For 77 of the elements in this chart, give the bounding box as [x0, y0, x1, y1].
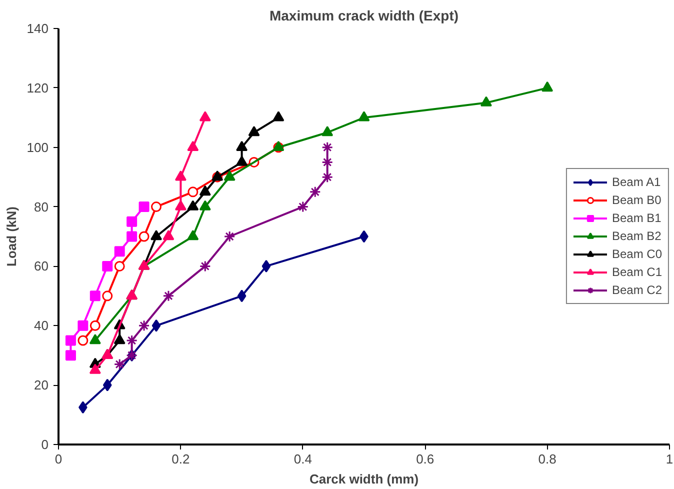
point: [138, 231, 150, 242]
point: [174, 170, 186, 181]
point: [126, 231, 138, 242]
legend-label: Beam B1: [612, 211, 662, 225]
point: [224, 170, 236, 181]
legend-label: Beam C1: [612, 265, 662, 279]
point: [297, 201, 309, 213]
point: [262, 260, 271, 272]
legend-label: Beam B0: [612, 193, 662, 207]
legend-label: Beam B2: [612, 229, 662, 243]
legend-label: Beam C0: [612, 247, 662, 261]
y-tick-label: 0: [41, 437, 49, 452]
point: [162, 290, 174, 302]
chart-title: Maximum crack width (Expt): [269, 8, 459, 24]
point: [309, 186, 321, 198]
x-tick-label: 0.2: [172, 452, 190, 466]
point: [187, 140, 199, 151]
point: [89, 364, 101, 374]
y-tick-label: 100: [26, 140, 49, 155]
point: [90, 290, 100, 302]
y-axis-title: Load (kN): [4, 206, 19, 266]
point: [236, 140, 248, 151]
point: [78, 335, 88, 346]
x-tick-label: 0.4: [294, 452, 312, 466]
y-tick-label: 60: [34, 258, 49, 274]
point: [138, 320, 150, 332]
point: [102, 260, 113, 272]
point: [322, 171, 334, 183]
y-tick-label: 20: [34, 378, 49, 393]
point: [237, 290, 246, 302]
x-axis-title: Carck width (mm): [309, 472, 419, 486]
point: [322, 142, 334, 154]
point: [187, 230, 199, 240]
point: [114, 358, 126, 370]
point: [102, 290, 113, 302]
point: [151, 202, 162, 212]
point: [358, 111, 370, 122]
point: [89, 334, 101, 344]
point: [126, 216, 138, 227]
point: [322, 126, 334, 136]
point: [65, 350, 76, 361]
x-tick-label: 0.6: [416, 452, 434, 466]
point: [65, 335, 76, 346]
point: [114, 246, 125, 257]
point: [138, 202, 150, 212]
point: [322, 156, 334, 168]
point: [248, 126, 260, 136]
point: [152, 319, 161, 332]
point: [199, 185, 211, 196]
y-tick-label: 120: [26, 80, 49, 96]
point: [114, 334, 126, 344]
legend-label: Beam A1: [612, 175, 661, 189]
point: [174, 200, 186, 210]
point: [236, 156, 248, 166]
x-tick-label: 0: [54, 452, 62, 466]
point: [224, 230, 236, 242]
y-tick-label: 140: [26, 21, 49, 36]
point: [78, 320, 88, 331]
point: [90, 320, 100, 331]
point: [199, 260, 211, 272]
point: [126, 334, 138, 346]
point: [199, 111, 211, 122]
point: [542, 81, 554, 92]
y-tick-label: 80: [34, 199, 49, 214]
point: [114, 260, 125, 272]
x-tick-label: 1: [666, 452, 674, 466]
point: [102, 378, 112, 392]
x-tick-label: 0.8: [538, 452, 556, 466]
point: [188, 186, 198, 198]
y-tick-label: 40: [34, 318, 49, 334]
point: [150, 230, 162, 240]
point: [480, 96, 492, 106]
point: [162, 230, 174, 240]
point: [272, 111, 284, 122]
legend-label: Beam C2: [612, 283, 662, 297]
point: [187, 200, 199, 210]
point: [199, 200, 211, 210]
